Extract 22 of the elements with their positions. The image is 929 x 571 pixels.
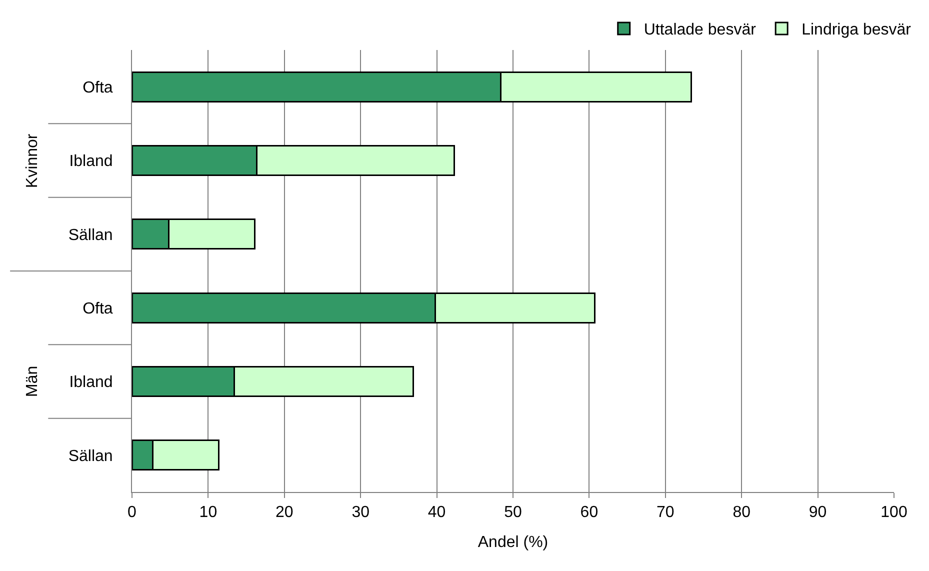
x-tick-label: 10 xyxy=(199,504,218,522)
x-tick-label: 80 xyxy=(732,504,751,522)
y-tick-label: Ofta xyxy=(82,79,113,96)
x-tick-label: 60 xyxy=(580,504,598,522)
y-tick-label: Ibland xyxy=(69,374,113,392)
text: Män xyxy=(24,366,41,397)
x-tick-label: 30 xyxy=(352,504,370,522)
x-axis-title: Andel (%) xyxy=(478,534,548,551)
legend-label: Lindriga besvär xyxy=(802,22,912,39)
x-tick-label: 40 xyxy=(428,504,446,522)
x-tick-label: 90 xyxy=(808,504,827,522)
x-tick-label: 100 xyxy=(880,504,908,522)
y-tick-label: Ofta xyxy=(82,300,113,318)
y-tick-label: Sällan xyxy=(68,448,113,465)
legend-label: Uttalade besvär xyxy=(644,22,757,39)
x-tick-label: 70 xyxy=(656,504,674,522)
x-tick-label: 50 xyxy=(504,504,522,522)
y-tick-label: Sällan xyxy=(68,226,113,244)
y-tick-label: Ibland xyxy=(69,153,113,170)
x-tick-label: 0 xyxy=(128,504,137,522)
x-tick-label: 20 xyxy=(276,504,294,522)
text: Kvinnor xyxy=(24,133,41,188)
